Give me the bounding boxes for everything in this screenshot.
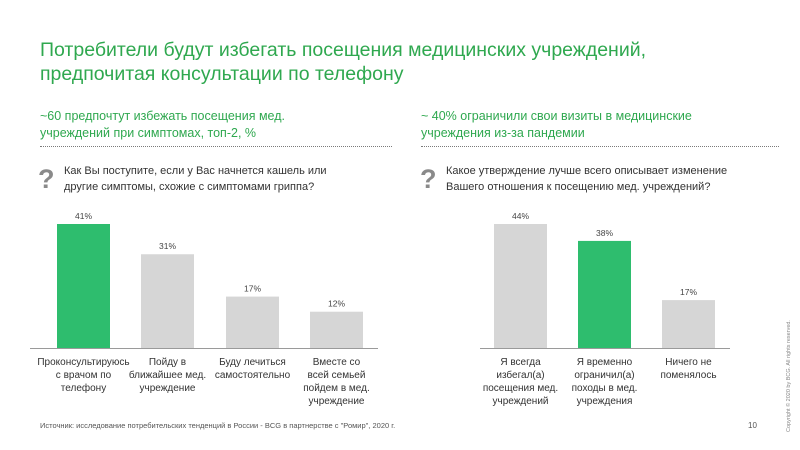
category-label-line: Я временно xyxy=(576,357,633,368)
right-subheading: ~ 40% ограничили свои визиты в медицинск… xyxy=(421,108,779,147)
category-label-2: Пойду в ближайшее мед. учреждение xyxy=(120,356,216,395)
category-label-line: ближайшее мед. xyxy=(128,370,207,381)
left-subheading-line-2: учреждений при симптомах, топ-2, % xyxy=(40,126,257,140)
question-mark-icon: ? xyxy=(420,164,437,194)
category-label-line: учреждение xyxy=(139,383,196,394)
slide-title: Потребители будут избегать посещения мед… xyxy=(40,38,760,86)
category-label-2: Я временно ограничил(а) походы в мед. учреж… xyxy=(557,356,653,408)
bar-4 xyxy=(310,311,363,348)
category-label-line: Я всегда xyxy=(500,357,541,368)
slide-title-line-2: предпочитая консультации по телефону xyxy=(40,63,404,85)
category-label-3: Ничего не поменялось xyxy=(641,356,737,382)
category-label-line: Ничего не xyxy=(665,357,712,368)
source-note: Источник: исследование потребительских т… xyxy=(40,421,396,430)
copyright-note: Copyright © 2020 by BCG. All rights rese… xyxy=(786,320,792,432)
left-question-line-2: другие симптомы, схожие с симптомами гри… xyxy=(64,181,315,193)
category-label-line: всей семьей xyxy=(307,370,366,381)
right-bar-chart: 44% 38% 17% xyxy=(480,211,730,349)
right-subheading-line-1: ~ 40% ограничили свои визиты в медицинск… xyxy=(421,109,692,123)
category-label-line: учреждения xyxy=(576,396,633,407)
category-label-line: телефону xyxy=(60,383,107,394)
category-label-line: Буду лечиться xyxy=(219,357,286,368)
category-label-line: ограничил(а) xyxy=(574,370,635,381)
category-label-3: Буду лечиться самостоятельно xyxy=(205,356,301,382)
left-question: ? Как Вы поступите, если у Вас начнется … xyxy=(38,163,393,195)
left-question-line-1: Как Вы поступите, если у Вас начнется ка… xyxy=(64,165,327,177)
bar-2 xyxy=(141,254,194,348)
bar-value-label-3: 17% xyxy=(680,287,697,297)
bar-3 xyxy=(662,300,715,348)
category-label-line: самостоятельно xyxy=(214,370,291,381)
bar-value-label-1: 41% xyxy=(75,211,92,221)
category-label-4: Вместе со всей семьей пойдем в мед. учрежде… xyxy=(289,356,385,408)
bar-value-label-3: 17% xyxy=(244,284,261,294)
bar-value-label-4: 12% xyxy=(328,299,345,309)
category-label-1: Проконсультируюсь с врачом по телефону xyxy=(36,356,132,395)
bar-value-label-2: 31% xyxy=(159,241,176,251)
bar-1 xyxy=(494,224,547,348)
left-subheading-line-1: ~60 предпочтут избежать посещения мед. xyxy=(40,109,285,123)
category-label-line: поменялось xyxy=(660,370,717,381)
slide-title-line-1: Потребители будут избегать посещения мед… xyxy=(40,39,647,61)
page-number: 10 xyxy=(748,421,757,430)
left-bar-chart: 41% 31% 17% 12% xyxy=(30,211,378,349)
category-label-line: Пойду в xyxy=(148,357,187,368)
question-mark-icon: ? xyxy=(38,164,55,194)
category-label-line: учреждений xyxy=(492,396,549,407)
bar-2 xyxy=(578,240,631,348)
bar-value-label-2: 38% xyxy=(596,228,613,238)
category-label-line: походы в мед. xyxy=(571,383,638,394)
bar-3 xyxy=(226,296,279,348)
bar-value-label-1: 44% xyxy=(512,211,529,221)
category-label-line: избегал(а) xyxy=(496,370,545,381)
category-label-line: пойдем в мед. xyxy=(303,383,370,394)
category-label-line: с врачом по xyxy=(55,370,112,381)
left-subheading: ~60 предпочтут избежать посещения мед. у… xyxy=(40,108,392,147)
bar-1 xyxy=(57,224,110,348)
category-label-line: Вместе со xyxy=(312,357,361,368)
right-question-line-2: Вашего отношения к посещению мед. учрежд… xyxy=(446,181,711,193)
category-label-1: Я всегда избегал(а) посещения мед. учрежден… xyxy=(473,356,569,408)
right-question-line-1: Какое утверждение лучше всего описывает … xyxy=(446,165,728,177)
category-label-line: учреждение xyxy=(308,396,365,407)
right-question: ? Какое утверждение лучше всего описывае… xyxy=(420,163,780,195)
category-label-line: Проконсультируюсь xyxy=(37,357,130,368)
right-subheading-line-2: учреждения из-за пандемии xyxy=(421,126,585,140)
category-label-line: посещения мед. xyxy=(482,383,559,394)
